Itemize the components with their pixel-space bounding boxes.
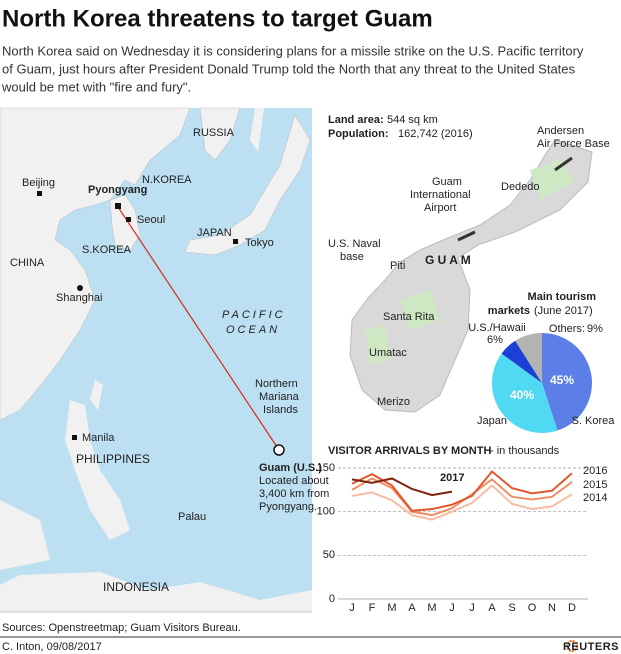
x-tick-label: O: [528, 602, 537, 614]
map-label: Mariana: [259, 391, 300, 403]
fact-label: Land area:: [328, 114, 384, 126]
map-label: Seoul: [137, 214, 165, 226]
description: North Korea said on Wednesday it is cons…: [2, 43, 584, 58]
map-label: Santa Rita: [383, 311, 435, 323]
pie-slice: [542, 333, 592, 431]
pie-slice: [501, 340, 542, 383]
map-label: S.KOREA: [82, 244, 132, 256]
series-line: [351, 477, 453, 497]
map-label: Airport: [424, 202, 456, 214]
fact-label: Population:: [328, 128, 389, 140]
map-label: Air Force Base: [537, 138, 610, 150]
map-label: N.KOREA: [142, 174, 192, 186]
map-label: OCEAN: [226, 324, 280, 336]
line-subtitle: - in thousands: [490, 445, 560, 457]
map-label: CHINA: [10, 257, 45, 269]
series-line: [351, 484, 573, 521]
line-title: VISITOR ARRIVALS BY MONTH: [328, 445, 491, 457]
guam-map: [349, 139, 593, 413]
map-label: Northern: [255, 378, 298, 390]
title: North Korea threatens to target Guam: [2, 5, 433, 32]
slice-label: 40%: [510, 388, 534, 402]
x-tick-label: J: [469, 602, 475, 614]
map-label: Dededo: [501, 181, 540, 193]
map-label: Merizo: [377, 396, 410, 408]
map-label: Umatac: [369, 347, 407, 359]
y-tick-label: 0: [329, 593, 335, 605]
pie-slice: [491, 353, 558, 433]
x-tick-label: A: [408, 602, 416, 614]
map-label: INDONESIA: [103, 580, 169, 594]
map-label: Andersen: [537, 125, 584, 137]
map-label: Islands: [263, 404, 298, 416]
map-label: Guam (U.S.): [259, 462, 322, 474]
x-tick-label: N: [548, 602, 556, 614]
description: would be met with "fire and fury".: [1, 79, 191, 94]
brand: REUTERS: [563, 641, 619, 653]
map-label: JAPAN: [197, 227, 232, 239]
series-label: 2016: [583, 465, 607, 477]
y-tick-label: 100: [317, 506, 335, 518]
x-tick-label: A: [488, 602, 496, 614]
pie-subtitle: (June 2017): [534, 305, 593, 317]
series-label: 2017: [440, 472, 464, 484]
category-label: S. Korea: [572, 415, 616, 427]
map-label: Beijing: [22, 177, 55, 189]
map-label: PHILIPPINES: [76, 452, 150, 466]
category-label: Others:: [549, 323, 585, 335]
category-label: Japan: [477, 415, 507, 427]
series-label: 2014: [583, 492, 607, 504]
map-label: Pyongyang.: [259, 501, 317, 513]
fact-value: 162,742 (2016): [398, 128, 473, 140]
x-tick-label: D: [568, 602, 576, 614]
slice-label: 6%: [487, 334, 503, 346]
x-tick-label: J: [449, 602, 455, 614]
x-tick-label: S: [508, 602, 515, 614]
map-label: U.S. Naval: [328, 238, 381, 250]
map-label: Guam: [432, 176, 462, 188]
series-line: [351, 470, 573, 512]
x-tick-label: J: [349, 602, 355, 614]
map-label: PACIFIC: [222, 309, 286, 321]
map-label: 3,400 km from: [259, 488, 329, 500]
sources: Sources: Openstreetmap; Guam Visitors Bu…: [2, 622, 241, 634]
fact-value: 544 sq km: [387, 114, 438, 126]
credit: C. Inton, 09/08/2017: [2, 641, 102, 653]
y-tick-label: 150: [317, 462, 335, 474]
map-label: Pyongyang: [88, 184, 147, 196]
slice-label: 45%: [550, 373, 574, 387]
map-label: Shanghai: [56, 292, 103, 304]
slice-label: 9%: [587, 323, 603, 335]
region-map: [0, 107, 312, 612]
x-tick-label: F: [369, 602, 376, 614]
pie-title: markets: [488, 305, 530, 317]
map-label: Tokyo: [245, 237, 274, 249]
map-label: Located about: [259, 475, 329, 487]
category-label: U.S./Hawaii: [468, 322, 525, 334]
x-tick-label: M: [387, 602, 396, 614]
description: of Guam, just hours after President Dona…: [2, 61, 576, 76]
x-tick-label: M: [427, 602, 436, 614]
pie-title: Main tourism: [528, 291, 597, 303]
y-tick-label: 50: [323, 549, 335, 561]
map-label: Manila: [82, 432, 115, 444]
series-label: 2015: [583, 479, 607, 491]
map-label: International: [410, 189, 471, 201]
map-label: G U A M: [425, 253, 471, 267]
map-label: Palau: [178, 511, 206, 523]
map-label: Piti: [390, 260, 405, 272]
map-label: RUSSIA: [193, 127, 235, 139]
pie-slice: [515, 333, 542, 383]
map-label: base: [340, 251, 364, 263]
